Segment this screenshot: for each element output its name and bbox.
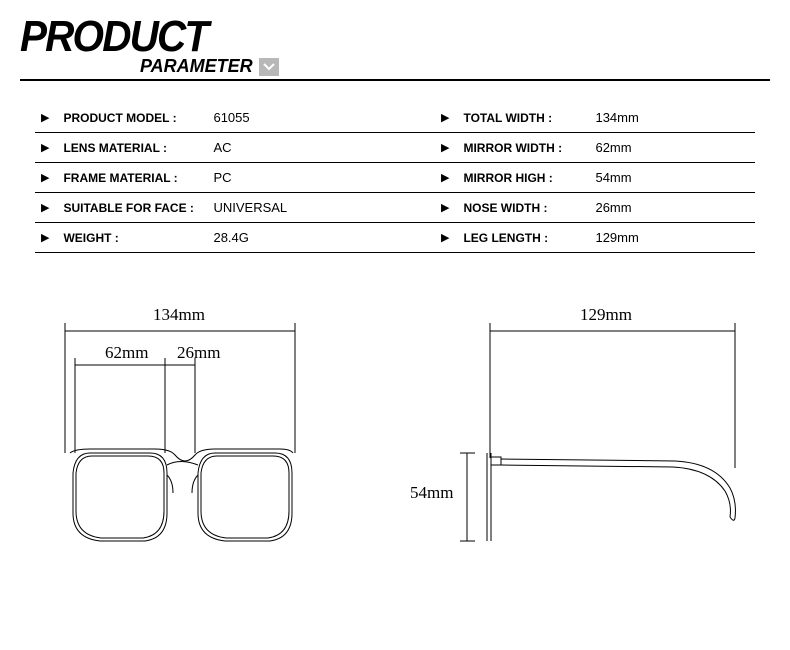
triangle-icon: ▶ (41, 231, 49, 244)
spec-label: FRAME MATERIAL : (63, 171, 213, 185)
spec-row: ▶ WEIGHT : 28.4G ▶ LEG LENGTH : 129mm (35, 223, 755, 253)
spec-cell-left: ▶ WEIGHT : 28.4G (35, 230, 435, 245)
spec-cell-left: ▶ LENS MATERIAL : AC (35, 140, 435, 155)
header: PRODUCT PARAMETER (20, 12, 770, 81)
triangle-icon: ▶ (441, 231, 449, 244)
triangle-icon: ▶ (441, 171, 449, 184)
spec-value: 134mm (595, 110, 638, 125)
triangle-icon: ▶ (441, 111, 449, 124)
spec-label: PRODUCT MODEL : (63, 111, 213, 125)
spec-cell-right: ▶ MIRROR HIGH : 54mm (435, 170, 755, 185)
spec-value: 62mm (595, 140, 631, 155)
spec-cell-left: ▶ FRAME MATERIAL : PC (35, 170, 435, 185)
spec-value: 61055 (213, 110, 249, 125)
spec-value: 26mm (595, 200, 631, 215)
spec-value: 54mm (595, 170, 631, 185)
header-divider (20, 79, 770, 81)
spec-label: TOTAL WIDTH : (463, 111, 583, 125)
spec-cell-right: ▶ LEG LENGTH : 129mm (435, 230, 755, 245)
title-main: PRODUCT (20, 12, 710, 62)
triangle-icon: ▶ (41, 141, 49, 154)
triangle-icon: ▶ (441, 201, 449, 214)
spec-value: 129mm (595, 230, 638, 245)
spec-label: SUITABLE FOR FACE : (63, 201, 213, 215)
spec-label: LENS MATERIAL : (63, 141, 213, 155)
spec-cell-right: ▶ NOSE WIDTH : 26mm (435, 200, 755, 215)
spec-label: LEG LENGTH : (463, 231, 583, 245)
spec-label: NOSE WIDTH : (463, 201, 583, 215)
triangle-icon: ▶ (41, 171, 49, 184)
triangle-icon: ▶ (41, 201, 49, 214)
diagram-area: 134mm 62mm 26mm 54mm 129mm (35, 303, 755, 633)
spec-cell-left: ▶ PRODUCT MODEL : 61055 (35, 110, 435, 125)
spec-value: AC (213, 140, 231, 155)
spec-row: ▶ PRODUCT MODEL : 61055 ▶ TOTAL WIDTH : … (35, 103, 755, 133)
spec-label: MIRROR WIDTH : (463, 141, 583, 155)
spec-cell-left: ▶ SUITABLE FOR FACE : UNIVERSAL (35, 200, 435, 215)
spec-row: ▶ SUITABLE FOR FACE : UNIVERSAL ▶ NOSE W… (35, 193, 755, 223)
spec-row: ▶ FRAME MATERIAL : PC ▶ MIRROR HIGH : 54… (35, 163, 755, 193)
spec-cell-right: ▶ MIRROR WIDTH : 62mm (435, 140, 755, 155)
triangle-icon: ▶ (41, 111, 49, 124)
spec-value: 28.4G (213, 230, 248, 245)
spec-label: MIRROR HIGH : (463, 171, 583, 185)
spec-table: ▶ PRODUCT MODEL : 61055 ▶ TOTAL WIDTH : … (35, 103, 755, 253)
spec-value: UNIVERSAL (213, 200, 287, 215)
spec-cell-right: ▶ TOTAL WIDTH : 134mm (435, 110, 755, 125)
spec-value: PC (213, 170, 231, 185)
glasses-diagram (35, 303, 755, 633)
triangle-icon: ▶ (441, 141, 449, 154)
spec-label: WEIGHT : (63, 231, 213, 245)
spec-row: ▶ LENS MATERIAL : AC ▶ MIRROR WIDTH : 62… (35, 133, 755, 163)
